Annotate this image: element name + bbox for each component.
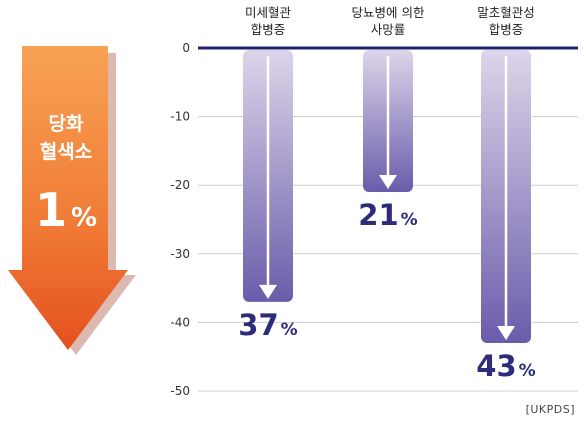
bar-arrow-head [497,325,515,340]
bars [243,50,531,343]
value-label-number: 21 [358,198,398,232]
hba1c-label-line1: 당화 [49,113,84,135]
value-label: 21% [358,198,417,232]
hba1c-value-unit: % [71,203,97,233]
hba1c-value: 1% [35,183,97,237]
category-label: 말초혈관성 [477,5,535,20]
y-tick-label: -40 [170,315,190,329]
value-label-unit: % [519,361,536,381]
category-label: 합병증 [489,22,524,37]
y-tick-label: -30 [170,247,190,261]
bar-arrow-head [259,284,277,299]
value-label: 43% [476,349,535,383]
y-tick-label: 0 [182,41,190,55]
value-label-number: 43 [476,349,516,383]
category-label: 합병증 [251,22,286,37]
value-labels: 37 %21 %43% [238,198,535,383]
hba1c-label-line2: 혈색소 [40,140,92,163]
source-label: [UKPDS] [526,403,575,416]
y-tick-label: -10 [170,110,190,124]
y-tick-label: -20 [170,178,190,192]
value-label-unit: % [401,210,418,230]
value-label-number: 37 [238,308,278,342]
hba1c-arrow-body [8,46,128,350]
category-label: 당뇨병에 의한 [352,5,425,20]
bar-arrow-head [379,175,397,190]
category-label: 미세혈관 [245,5,292,20]
y-tick-label: -50 [170,384,190,398]
value-label-unit: % [281,320,298,340]
hba1c-value-number: 1 [35,183,67,237]
category-label: 사망률 [371,22,406,37]
value-label: 37% [238,308,297,342]
hba1c-arrow: 당화 혈색소 1% [8,46,136,355]
y-axis-ticks: 0 -10 -20 -30 -40 -50 [170,41,190,398]
